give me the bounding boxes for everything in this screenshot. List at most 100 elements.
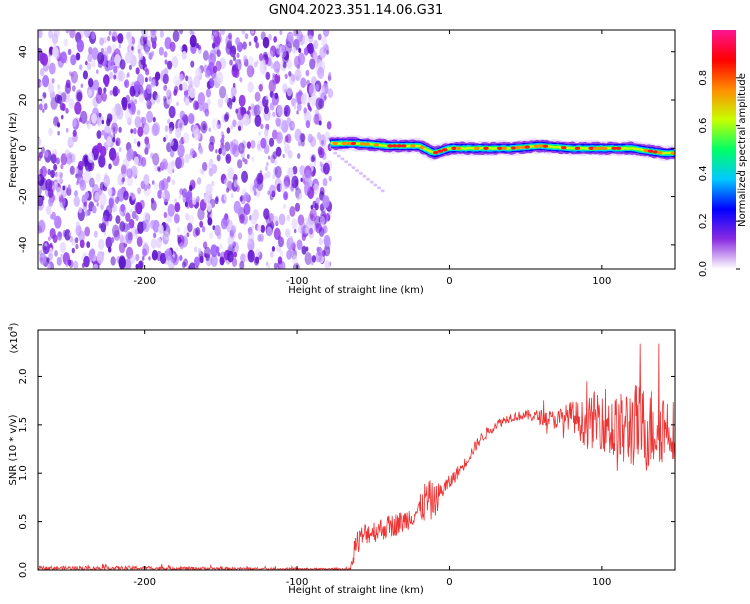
noise-blob	[274, 92, 279, 100]
noise-blob	[275, 146, 282, 157]
noise-blob	[239, 213, 245, 224]
noise-blob	[253, 104, 261, 117]
noise-blob	[88, 46, 93, 55]
noise-blob	[152, 122, 161, 136]
noise-blob	[308, 83, 316, 97]
noise-blob	[118, 147, 122, 152]
noise-blob	[54, 215, 62, 229]
noise-blob	[141, 248, 147, 257]
signal-peak	[501, 146, 508, 150]
noise-blob	[123, 190, 129, 201]
noise-blob	[49, 247, 53, 254]
noise-blob	[107, 246, 112, 253]
signal-peak	[410, 144, 416, 148]
noise-blob	[162, 189, 171, 203]
noise-blob	[220, 217, 228, 230]
noise-blob	[281, 44, 286, 52]
noise-blob	[318, 227, 325, 237]
noise-blob	[197, 248, 202, 255]
noise-blob	[253, 61, 258, 68]
noise-blob	[42, 108, 45, 113]
noise-blob	[247, 230, 255, 242]
noise-blob	[129, 254, 136, 264]
noise-blob	[300, 77, 307, 88]
noise-blob	[197, 92, 206, 106]
noise-blob	[294, 228, 297, 234]
colorbar-tick-label: 0.2	[698, 213, 709, 229]
noise-blob	[205, 183, 213, 196]
noise-blob	[68, 98, 75, 109]
noise-blob	[192, 124, 199, 136]
noise-blob	[57, 84, 61, 90]
noise-blob	[229, 59, 233, 66]
noise-blob	[100, 222, 107, 233]
noise-blob	[83, 201, 87, 207]
noise-blob	[94, 191, 100, 201]
signal-peak	[515, 146, 521, 150]
noise-blob	[309, 227, 313, 235]
noise-blob	[112, 137, 116, 143]
noise-blob	[118, 70, 125, 82]
signal-peak	[574, 146, 581, 150]
noise-blob	[96, 69, 99, 75]
noise-blob	[148, 256, 151, 261]
noise-blob	[45, 205, 52, 216]
noise-blob	[163, 136, 167, 143]
noise-blob	[86, 62, 92, 71]
noise-blob	[253, 256, 260, 266]
noise-blob	[120, 204, 126, 213]
noise-blob	[47, 168, 51, 176]
noise-blob	[307, 104, 311, 111]
noise-blob	[190, 60, 195, 68]
noise-blob	[144, 46, 150, 55]
noise-blob	[300, 133, 306, 142]
noise-blob	[258, 83, 263, 92]
noise-blob	[225, 93, 228, 99]
noise-blob	[146, 110, 154, 123]
noise-blob	[100, 47, 104, 54]
noise-blob	[289, 206, 296, 217]
spectrogram-frame	[37, 29, 676, 270]
noise-blob	[311, 255, 317, 263]
noise-blob	[137, 260, 144, 269]
noise-blob	[166, 60, 173, 70]
noise-blob	[58, 231, 62, 238]
noise-blob	[272, 72, 275, 78]
noise-blob	[79, 110, 88, 124]
noise-blob	[316, 132, 322, 140]
signal-peak	[560, 146, 567, 150]
signal-peak	[611, 146, 617, 150]
noise-blob	[281, 44, 287, 54]
signal-peak	[396, 144, 402, 148]
noise-blob	[136, 205, 140, 213]
noise-blob	[318, 237, 323, 246]
noise-blob	[91, 47, 99, 60]
noise-blob	[240, 253, 246, 264]
noise-blob	[254, 114, 262, 127]
noise-blob	[286, 214, 291, 221]
noise-blob	[211, 180, 215, 187]
noise-blob	[291, 175, 299, 189]
noise-blob	[111, 30, 118, 38]
noise-blob	[149, 219, 156, 230]
snr-x-label: Height of straight line (km)	[288, 585, 424, 596]
noise-blob	[110, 236, 115, 244]
noise-blob	[125, 109, 133, 123]
noise-blob	[296, 62, 301, 70]
colorbar-label: Normalized spectral amplitude	[737, 73, 748, 227]
noise-blob	[313, 113, 320, 125]
noise-blob	[250, 30, 255, 34]
noise-blob	[272, 215, 279, 226]
noise-blob	[179, 122, 183, 128]
noise-blob	[268, 79, 276, 93]
noise-blob	[244, 33, 249, 40]
noise-blob	[122, 101, 128, 111]
noise-blob	[164, 59, 168, 65]
signal-peak	[437, 149, 444, 153]
noise-blob	[82, 70, 89, 80]
noise-blob	[220, 137, 225, 145]
noise-blob	[126, 168, 133, 179]
noise-blob	[198, 103, 204, 112]
noise-blob	[101, 119, 105, 125]
noise-blob	[116, 151, 119, 157]
